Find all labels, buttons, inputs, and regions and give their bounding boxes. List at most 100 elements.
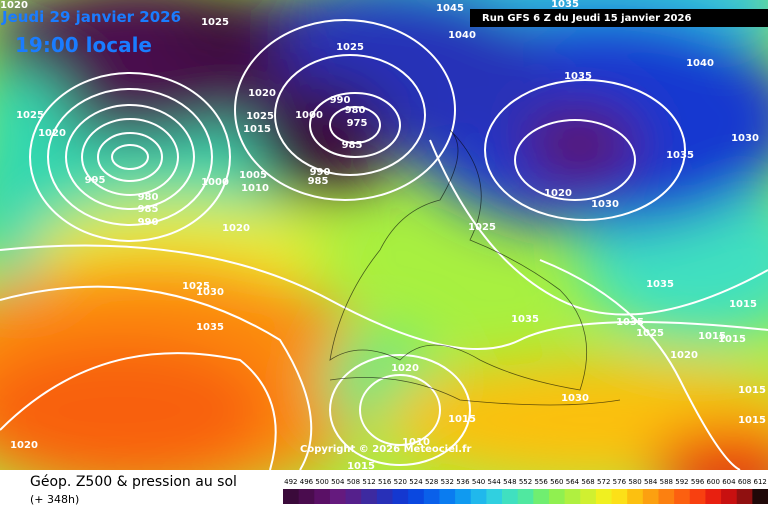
isobar-label: 995 [85,175,106,186]
scale-label: 564 [566,478,580,486]
footer-title: Géop. Z500 & pression au sol [30,474,237,490]
isobar-label: 990 [310,167,331,178]
scale-label: 588 [660,478,673,486]
isobars [0,19,768,470]
scale-swatch [689,489,706,504]
scale-swatch [595,489,613,504]
isobar-label: 1035 [616,317,644,328]
scale-label: 592 [675,478,688,486]
date: Jeudi 29 janvier 2026 [1,8,181,26]
scale-label: 496 [300,478,314,486]
isobar-label: 1030 [561,393,589,404]
scale-swatch [470,489,487,504]
scale-swatch [658,489,675,504]
isobar-label: 1020 [222,223,250,234]
isobar-label: 1025 [336,42,364,53]
scale-swatch [580,489,597,504]
isobar-label: 1035 [564,71,592,82]
isobar-label: 1020 [10,440,38,451]
scale-label: 500 [315,478,328,486]
scale-swatch [439,489,456,504]
isobar-label: 980 [345,105,366,116]
scale-label: 532 [441,478,454,486]
isobar-label: 1025 [246,111,274,122]
isobar-label: 1020 [391,363,419,374]
isobar-label: 1025 [16,110,44,121]
scale-swatch [642,489,659,504]
scale-swatch [455,489,472,504]
scale-label: 528 [425,478,438,486]
scale-label: 580 [628,478,641,486]
scale-swatch [345,489,362,504]
isobar-label: 1025 [201,17,229,28]
scale-swatch [674,489,691,504]
isobar-label: 1015 [718,334,746,345]
scale-label: 556 [534,478,548,486]
isobar-label: 1035 [646,279,674,290]
scale-label: 608 [738,478,751,486]
isobar-label: 1020 [38,128,66,139]
scale-label: 596 [691,478,705,486]
scale-swatch [283,489,300,504]
scale-swatch [752,489,768,504]
isobar-label: 1015 [347,461,375,470]
scale-label: 600 [707,478,720,486]
scale-swatch [736,489,753,504]
isobar-label: 985 [308,176,329,187]
isobar-label: 1015 [698,331,726,342]
scale-label: 568 [581,478,594,486]
scale-swatch [611,489,628,504]
scale-label: 524 [409,478,423,486]
scale-label: 544 [488,478,502,486]
isobar-label: 1040 [448,30,476,41]
scale-swatch [627,489,644,504]
isobar-label: 1005 [239,170,267,181]
scale-label: 560 [550,478,563,486]
scale-label: 508 [347,478,360,486]
scale-swatch [361,489,378,504]
isobar-label: 1015 [448,414,476,425]
isobar-label: 985 [342,140,363,151]
isobar-label: 1030 [196,287,224,298]
isobar-label: 1010 [402,437,430,448]
isobar-label: 1045 [436,3,464,14]
isobar-label: 975 [347,118,368,129]
isobar-label: 1020 [0,0,28,11]
isobar-label: 1030 [731,133,759,144]
scale-label: 520 [394,478,407,486]
scale-label: 576 [613,478,627,486]
color-scale: 492 496 500 504 508 512 516 520 524 528 532 536 540 5… [283,478,768,504]
scale-swatch [564,489,581,504]
isobar-label: 1000 [201,177,229,188]
run-banner [470,9,768,27]
isobar-label: 1020 [670,350,698,361]
scale-label: 492 [284,478,297,486]
isobar-label: 1035 [551,0,579,10]
footer-subtitle: (+ 348h) [30,493,79,506]
scale-swatch [548,489,566,504]
isobar-label: 985 [138,204,159,215]
scale-label: 604 [722,478,736,486]
isobar-label: 1015 [243,124,271,135]
isobar-label: 1035 [511,314,539,325]
isobar-label: 1000 [295,110,323,121]
footer: Géop. Z500 & pression au sol (+ 348h) 49… [30,474,768,506]
scale-label: 516 [378,478,392,486]
isobar-label: 990 [330,95,351,106]
isobar-label: 1015 [738,415,766,426]
isobar-label: 1020 [544,188,572,199]
isobar-label: 980 [138,192,159,203]
scale-swatch [486,489,503,504]
scale-label: 504 [331,478,345,486]
isobar-label: 1010 [241,183,269,194]
scale-swatch [705,489,722,504]
isobar-label: 1035 [196,322,224,333]
scale-swatch [298,489,315,504]
isobar-label: 1015 [729,299,757,310]
scale-swatch [329,489,347,504]
scale-label: 536 [456,478,470,486]
scale-label: 584 [644,478,658,486]
scale-swatch [502,489,519,504]
run-info: Run GFS 6 Z du Jeudi 15 janvier 2026 [482,13,691,24]
